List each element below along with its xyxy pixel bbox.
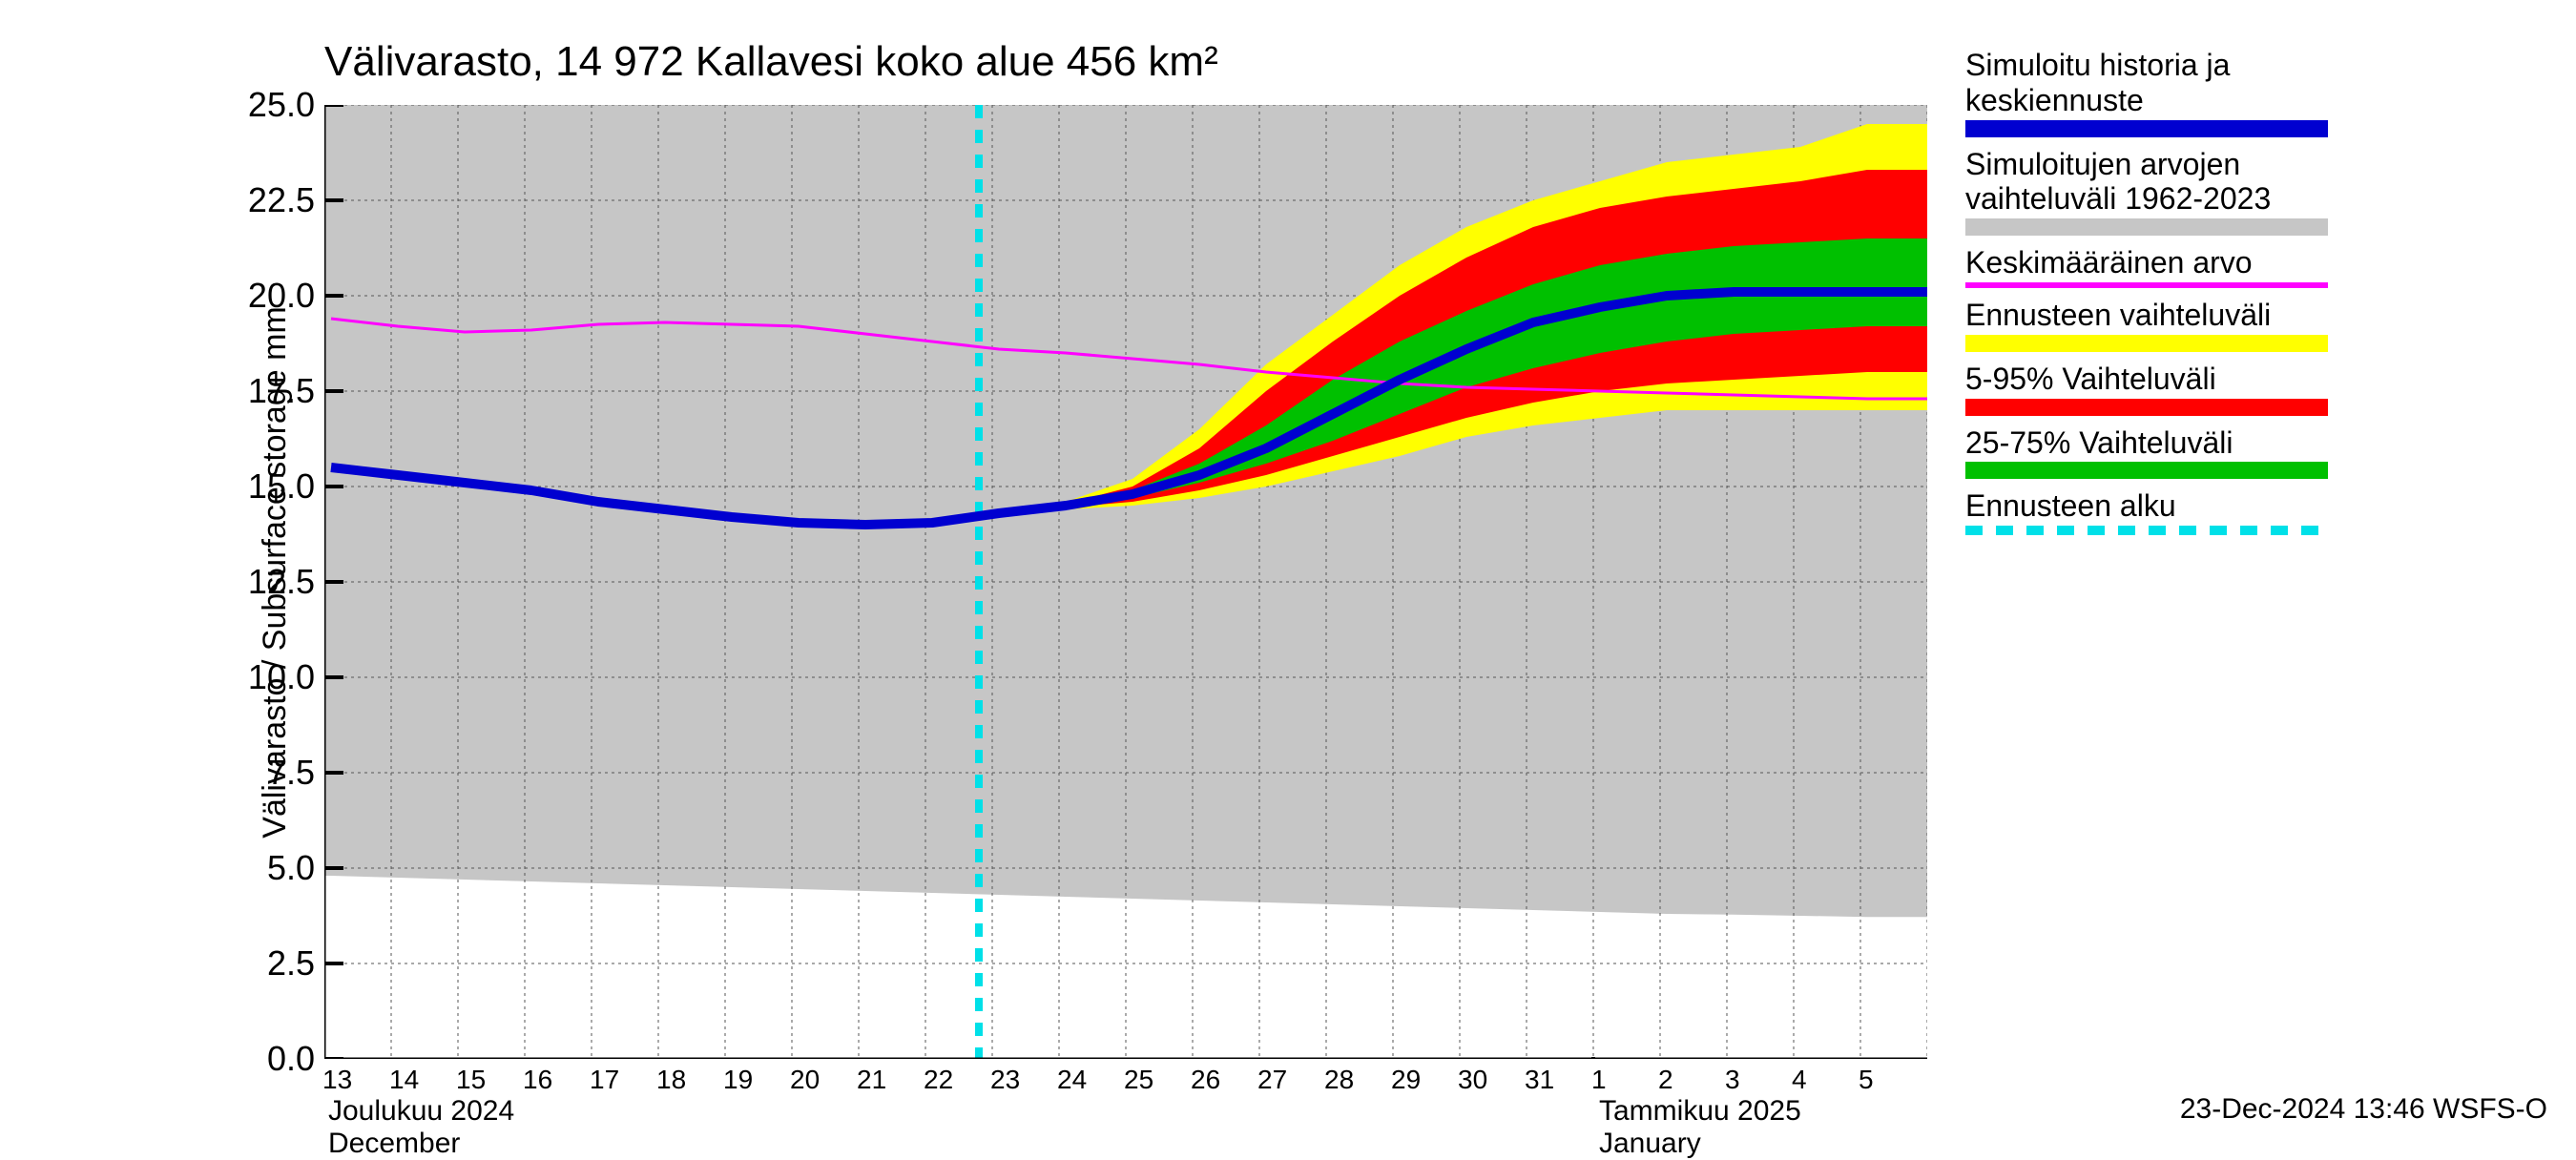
x-month-left-2: December (328, 1128, 460, 1160)
legend-swatch (1965, 462, 2328, 479)
x-tick-label: 21 (857, 1065, 886, 1095)
x-tick-label: 17 (590, 1065, 619, 1095)
legend-item: Simuloitujen arvojenvaihteluväli 1962-20… (1965, 147, 2557, 237)
x-month-right-1: Tammikuu 2025 (1599, 1095, 1801, 1128)
x-tick-label: 14 (389, 1065, 419, 1095)
legend-item: Ennusteen vaihteluväli (1965, 298, 2557, 352)
x-tick-label: 25 (1124, 1065, 1153, 1095)
x-tick-label: 2 (1658, 1065, 1673, 1095)
x-tick-label: 15 (456, 1065, 486, 1095)
x-tick-label: 5 (1859, 1065, 1874, 1095)
legend-item: Ennusteen alku (1965, 488, 2557, 535)
plot-svg (324, 105, 1927, 1059)
chart-container: Välivarasto / Subsurface storage mm Väli… (0, 0, 2576, 1145)
legend-text: 5-95% Vaihteluväli (1965, 362, 2557, 397)
x-tick-label: 3 (1725, 1065, 1740, 1095)
x-tick-label: 29 (1391, 1065, 1421, 1095)
x-tick-label: 22 (924, 1065, 953, 1095)
x-tick-label: 16 (523, 1065, 552, 1095)
x-tick-label: 24 (1057, 1065, 1087, 1095)
y-tick-label: 20.0 (219, 276, 315, 316)
x-tick-label: 23 (990, 1065, 1020, 1095)
y-tick-label: 10.0 (219, 657, 315, 697)
x-tick-label: 28 (1324, 1065, 1354, 1095)
y-tick-label: 5.0 (219, 848, 315, 888)
x-tick-label: 18 (656, 1065, 686, 1095)
chart-title: Välivarasto, 14 972 Kallavesi koko alue … (324, 38, 1218, 86)
x-month-left-1: Joulukuu 2024 (328, 1095, 514, 1128)
legend: Simuloitu historia jakeskiennusteSimuloi… (1965, 48, 2557, 545)
legend-item: 25-75% Vaihteluväli (1965, 425, 2557, 480)
legend-item: 5-95% Vaihteluväli (1965, 362, 2557, 416)
y-tick-label: 0.0 (219, 1039, 315, 1079)
legend-text: Keskimääräinen arvo (1965, 245, 2557, 280)
x-tick-label: 26 (1191, 1065, 1220, 1095)
y-tick-label: 15.0 (219, 466, 315, 507)
x-tick-label: 19 (723, 1065, 753, 1095)
footer-timestamp: 23-Dec-2024 13:46 WSFS-O (2180, 1093, 2547, 1126)
legend-item: Simuloitu historia jakeskiennuste (1965, 48, 2557, 137)
x-tick-label: 1 (1591, 1065, 1607, 1095)
x-tick-label: 13 (322, 1065, 352, 1095)
legend-text: Ennusteen vaihteluväli (1965, 298, 2557, 333)
y-tick-label: 25.0 (219, 85, 315, 125)
plot-area (324, 105, 1927, 1059)
x-tick-label: 31 (1525, 1065, 1554, 1095)
y-tick-label: 12.5 (219, 562, 315, 602)
legend-text: vaihteluväli 1962-2023 (1965, 181, 2557, 217)
legend-text: Simuloitujen arvojen (1965, 147, 2557, 182)
y-tick-label: 22.5 (219, 180, 315, 220)
legend-swatch (1965, 282, 2328, 288)
x-tick-label: 27 (1257, 1065, 1287, 1095)
legend-item: Keskimääräinen arvo (1965, 245, 2557, 288)
x-tick-label: 30 (1458, 1065, 1487, 1095)
x-tick-label: 20 (790, 1065, 820, 1095)
y-tick-label: 17.5 (219, 371, 315, 411)
legend-swatch (1965, 218, 2328, 236)
legend-text: Simuloitu historia ja (1965, 48, 2557, 83)
legend-text: 25-75% Vaihteluväli (1965, 425, 2557, 461)
x-month-right-2: January (1599, 1128, 1701, 1160)
y-tick-label: 2.5 (219, 943, 315, 984)
x-tick-label: 4 (1792, 1065, 1807, 1095)
legend-swatch (1965, 399, 2328, 416)
legend-swatch (1965, 120, 2328, 137)
legend-swatch (1965, 526, 2328, 535)
legend-text: keskiennuste (1965, 83, 2557, 118)
y-tick-label: 7.5 (219, 753, 315, 793)
legend-text: Ennusteen alku (1965, 488, 2557, 524)
legend-swatch (1965, 335, 2328, 352)
